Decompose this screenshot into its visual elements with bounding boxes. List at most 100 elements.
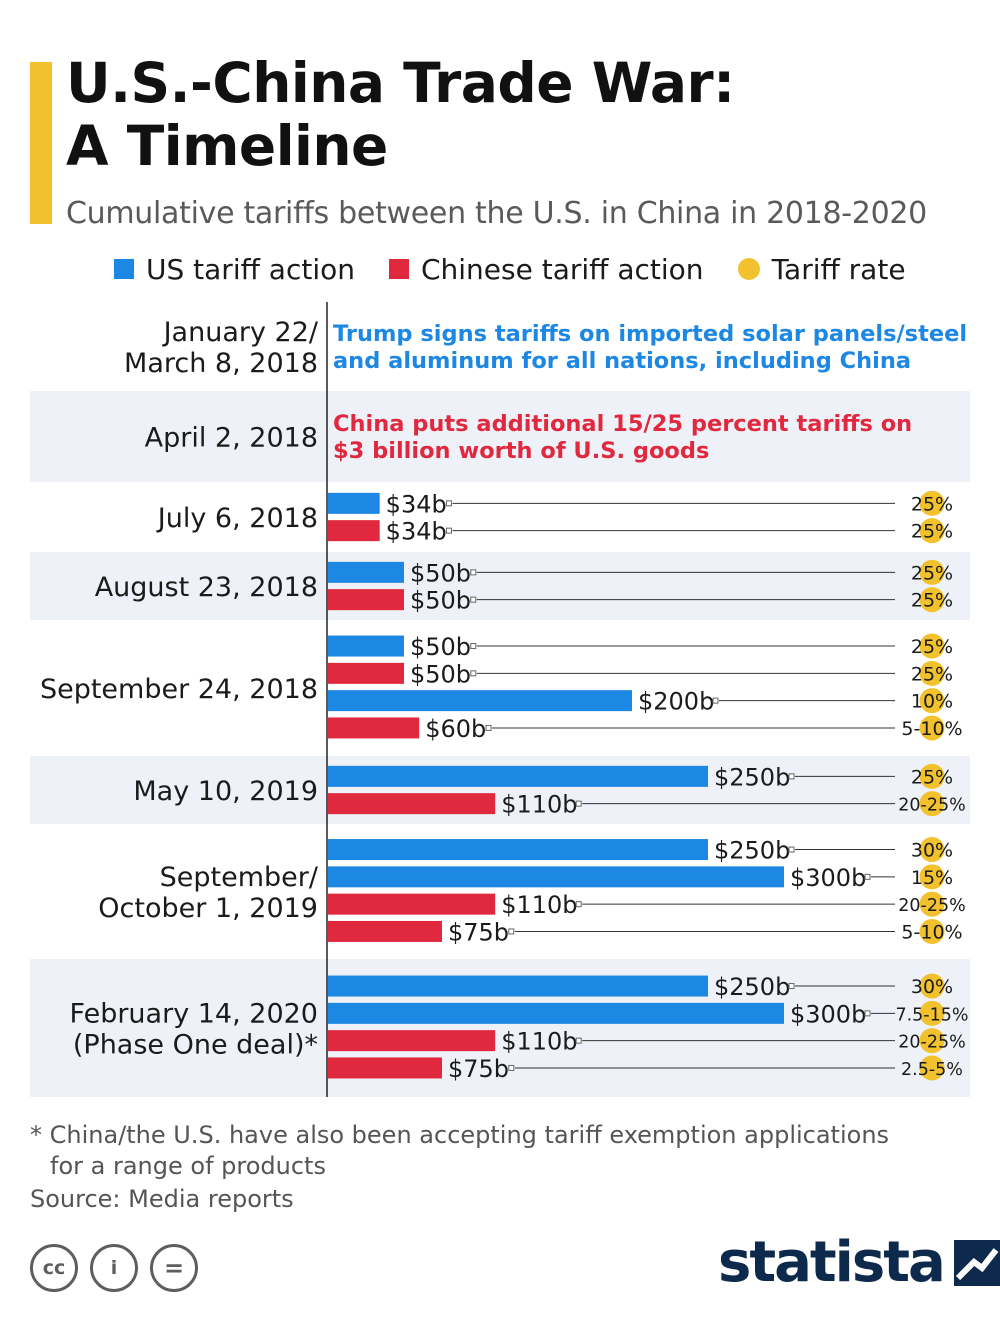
no-derivatives-icon[interactable]: = xyxy=(150,1244,198,1292)
tariff-bar-china xyxy=(328,1057,442,1079)
tariff-rate-dot xyxy=(919,891,945,917)
event-note: China puts additional 15/25 percent tari… xyxy=(333,411,912,437)
title-line-2: A Timeline xyxy=(66,114,388,178)
tariff-rate-dot xyxy=(919,688,945,714)
bar-value-label: $300b xyxy=(790,864,866,892)
bar-value-label: $110b xyxy=(501,791,577,819)
event-band-3 xyxy=(30,552,970,620)
bar-value-label: $75b xyxy=(448,1055,509,1083)
tariff-rate-label: 20-25% xyxy=(898,1033,965,1053)
event-note: $3 billion worth of U.S. goods xyxy=(333,438,709,464)
leader-marker xyxy=(788,846,795,853)
legend-swatch-china xyxy=(388,259,409,279)
tariff-rate-dot xyxy=(919,633,945,659)
page-subtitle: Cumulative tariffs between the U.S. in C… xyxy=(66,196,927,231)
leader-marker xyxy=(470,596,477,603)
bar-value-label: $34b xyxy=(386,518,447,546)
leader-marker xyxy=(864,1010,871,1017)
tariff-rate-label: 10% xyxy=(911,691,953,713)
tariff-bar-china xyxy=(328,793,496,815)
tariff-rate-dot xyxy=(919,973,945,999)
brand-wordmark: statista xyxy=(718,1230,946,1295)
legend-item-rate: Tariff rate xyxy=(737,252,906,286)
tariff-bar-us xyxy=(328,635,404,657)
leader-marker xyxy=(575,901,582,908)
license-icons: cc i = xyxy=(30,1244,210,1292)
event-note: Trump signs tariffs on imported solar pa… xyxy=(333,321,967,347)
legend-swatch-rate xyxy=(737,258,760,280)
leader-marker xyxy=(575,1037,582,1044)
tariff-rate-label: 7.5-15% xyxy=(895,1005,968,1025)
leader-marker xyxy=(712,697,719,704)
event-note: and aluminum for all nations, including … xyxy=(333,348,911,374)
event-date-label: March 8, 2018 xyxy=(124,348,318,379)
tariff-bar-us xyxy=(328,492,380,514)
tariff-rate-dot xyxy=(919,791,945,817)
tariff-rate-label: 20-25% xyxy=(898,896,965,916)
tariff-bar-china xyxy=(328,520,380,542)
bar-value-label: $50b xyxy=(410,633,471,661)
event-date-label: September/ xyxy=(160,862,319,893)
leader-marker xyxy=(470,569,477,576)
leader-marker xyxy=(445,500,452,507)
page-title: U.S.-China Trade War: A Timeline xyxy=(66,52,735,178)
bar-value-label: $300b xyxy=(790,1000,866,1028)
tariff-rate-label: 30% xyxy=(911,840,953,862)
tariff-rate-label: 25% xyxy=(911,590,953,612)
bar-value-label: $250b xyxy=(714,763,790,791)
bar-value-label: $50b xyxy=(410,660,471,688)
event-date-label: (Phase One deal)* xyxy=(73,1030,318,1061)
leader-marker xyxy=(788,773,795,780)
tariff-bar-china xyxy=(328,662,404,684)
tariff-bar-china xyxy=(328,717,420,739)
leader-marker xyxy=(470,643,477,650)
bar-value-label: $110b xyxy=(501,1028,577,1056)
bar-value-label: $60b xyxy=(425,715,486,743)
tariff-rate-dot xyxy=(919,1000,945,1026)
bar-value-label: $50b xyxy=(410,587,471,615)
leader-marker xyxy=(864,873,871,880)
bar-value-label: $250b xyxy=(714,973,790,1001)
creative-commons-icon[interactable]: cc xyxy=(30,1244,78,1292)
tariff-rate-label: 30% xyxy=(911,976,953,998)
leader-marker xyxy=(508,928,515,935)
legend-label-us: US tariff action xyxy=(146,252,355,286)
event-date-label: August 23, 2018 xyxy=(95,572,318,603)
event-date-label: April 2, 2018 xyxy=(145,423,318,454)
footnote-line-2: for a range of products xyxy=(50,1152,326,1180)
tariff-bar-china xyxy=(328,1030,496,1052)
legend-item-us: US tariff action xyxy=(114,253,355,286)
legend-label-rate: Tariff rate xyxy=(771,252,906,286)
event-date-label: October 1, 2019 xyxy=(98,893,318,924)
tariff-bar-us xyxy=(328,975,708,997)
statista-logo[interactable]: statista xyxy=(718,1230,1000,1295)
bar-value-label: $75b xyxy=(448,918,509,946)
tariff-bar-us xyxy=(328,765,708,787)
legend-swatch-us xyxy=(114,259,134,279)
bar-value-label: $50b xyxy=(410,559,471,587)
tariff-bar-china xyxy=(328,920,442,942)
tariff-rate-label: 5-10% xyxy=(901,718,962,740)
bar-value-label: $110b xyxy=(501,891,577,919)
tariff-rate-label: 2.5-5% xyxy=(901,1060,963,1080)
tariff-rate-label: 25% xyxy=(911,663,953,685)
tariff-rate-label: 25% xyxy=(911,562,953,584)
footnote: * China/the U.S. have also been acceptin… xyxy=(30,1120,889,1182)
legend-item-china: Chinese tariff action xyxy=(388,253,704,286)
tariff-bar-us xyxy=(328,561,404,583)
tariff-bar-us xyxy=(328,690,632,712)
attribution-icon[interactable]: i xyxy=(90,1244,138,1292)
footnote-line-1: * China/the U.S. have also been acceptin… xyxy=(30,1121,890,1149)
leader-marker xyxy=(445,527,452,534)
event-date-label: January 22/ xyxy=(162,317,319,348)
statista-logo-icon xyxy=(953,1239,1000,1286)
tariff-rate-dot xyxy=(919,763,945,789)
tariff-rate-dot xyxy=(919,837,945,863)
tariff-rate-label: 25% xyxy=(911,493,953,515)
tariff-rate-label: 25% xyxy=(911,766,953,788)
tariff-bar-china xyxy=(328,589,404,611)
bar-value-label: $200b xyxy=(638,688,714,716)
leader-marker xyxy=(508,1064,515,1071)
event-date-label: February 14, 2020 xyxy=(70,999,318,1030)
leader-marker xyxy=(575,800,582,807)
